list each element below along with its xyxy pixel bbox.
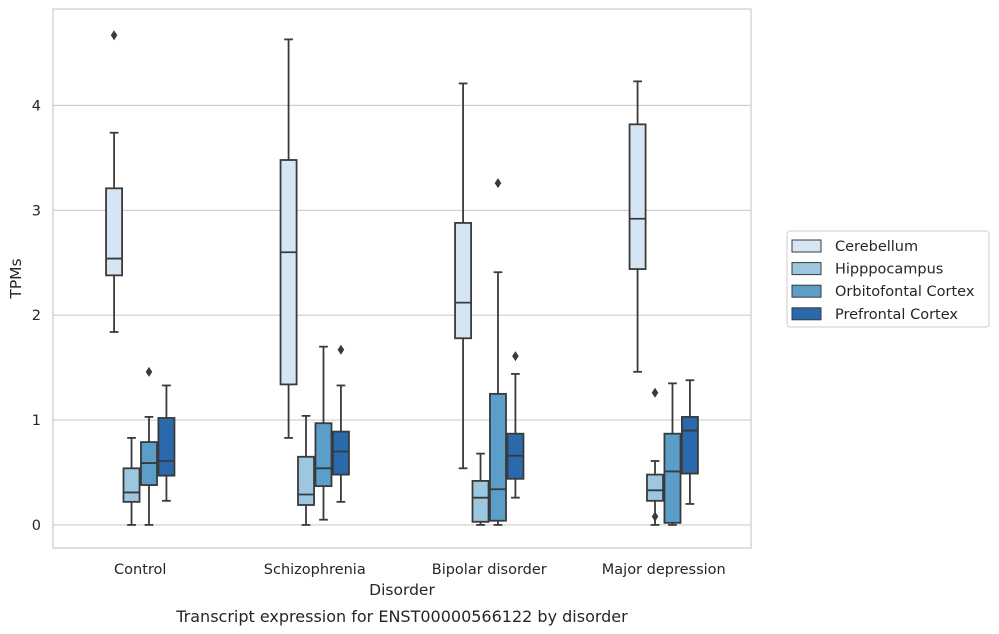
box-iqr: [471, 479, 490, 523]
box-iqr: [680, 416, 699, 475]
legend: Cerebellum Hipppocampus Orbitofontal Corte…: [786, 230, 990, 328]
legend-label: Prefrontal Cortex: [835, 307, 958, 323]
outlier-point: [110, 30, 118, 41]
legend-label: Orbitofontal Cortex: [835, 284, 975, 300]
box-hipppocampus-major-depression: [646, 387, 664, 526]
legend-swatch: [791, 239, 822, 253]
y-axis-label: TPMs: [7, 258, 25, 299]
series-hipppocampus: [122, 387, 664, 526]
box-iqr: [489, 392, 507, 522]
series-prefrontal-cortex: [157, 344, 699, 505]
box-hipppocampus-bipolar-disorder: [471, 452, 490, 526]
box-cerebellum-major-depression: [628, 80, 647, 373]
legend-frame: [786, 230, 990, 328]
x-tick-label-bipolar-disorder: Bipolar disorder: [432, 562, 547, 578]
box-series: [105, 30, 699, 526]
box-iqr: [297, 455, 315, 506]
box-iqr: [105, 187, 124, 277]
outlier-point: [651, 387, 659, 398]
box-iqr: [331, 430, 350, 476]
box-iqr: [454, 222, 473, 340]
box-iqr: [663, 432, 682, 524]
box-prefrontal-cortex-bipolar-disorder: [506, 351, 525, 499]
x-tick-labels: Control Schizophrenia Bipolar disorder Majo…: [114, 562, 726, 578]
outlier-point: [512, 351, 519, 362]
legend-item-hipppocampus: Hipppocampus: [791, 262, 943, 278]
legend-item-prefrontal-cortex: Prefrontal Cortex: [791, 307, 958, 323]
box-hipppocampus-control: [122, 436, 141, 526]
chart-caption: Transcript expression for ENST0000056612…: [175, 607, 628, 626]
outlier-point: [651, 511, 659, 522]
box-iqr: [646, 473, 664, 502]
legend-swatch: [791, 262, 822, 276]
box-iqr: [314, 422, 333, 488]
outlier-point: [337, 344, 345, 355]
y-tick-label: 4: [32, 98, 41, 114]
box-orbitofontal-cortex-bipolar-disorder: [489, 178, 507, 526]
legend-item-orbitofontal-cortex: Orbitofontal Cortex: [791, 284, 975, 300]
box-hipppocampus-schizophrenia: [297, 414, 315, 526]
legend-label: Hipppocampus: [835, 262, 943, 278]
legend-item-cerebellum: Cerebellum: [791, 239, 918, 255]
outlier-point: [145, 366, 153, 377]
y-tick-label: 3: [32, 203, 41, 219]
y-tick-label: 1: [32, 413, 41, 429]
box-iqr: [279, 159, 298, 386]
box-prefrontal-cortex-control: [157, 384, 176, 502]
box-orbitofontal-cortex-schizophrenia: [314, 345, 333, 521]
x-tick-label-schizophrenia: Schizophrenia: [264, 562, 366, 578]
series-cerebellum: [105, 30, 647, 470]
box-iqr: [628, 123, 647, 270]
box-prefrontal-cortex-schizophrenia: [331, 344, 350, 503]
box-prefrontal-cortex-major-depression: [680, 379, 699, 505]
x-tick-label-control: Control: [114, 562, 166, 578]
box-orbitofontal-cortex-major-depression: [663, 382, 682, 526]
y-tick-label: 0: [32, 518, 41, 534]
legend-swatch: [791, 307, 822, 321]
outlier-point: [494, 178, 502, 189]
series-orbitofontal-cortex: [140, 178, 682, 526]
y-tick-labels: 0 1 2 3 4: [32, 98, 41, 533]
box-cerebellum-schizophrenia: [279, 38, 298, 439]
x-axis-label: Disorder: [369, 581, 435, 599]
y-tick-label: 2: [32, 308, 41, 324]
legend-label: Cerebellum: [835, 239, 918, 255]
box-orbitofontal-cortex-control: [140, 366, 158, 526]
box-cerebellum-control: [105, 30, 124, 333]
box-cerebellum-bipolar-disorder: [454, 82, 473, 470]
box-iqr: [157, 417, 176, 477]
legend-swatch: [791, 284, 822, 298]
box-iqr: [122, 467, 141, 503]
x-tick-label-major-depression: Major depression: [602, 562, 726, 578]
